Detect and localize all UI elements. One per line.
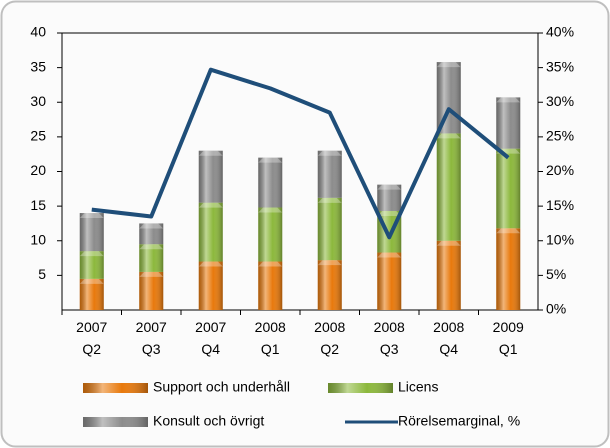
x-tick-label: 2007 Q2 <box>76 319 108 357</box>
bar-bevel <box>377 184 402 190</box>
y-tick-label: 40 <box>30 24 46 40</box>
bar-bevel <box>377 252 402 258</box>
y2-tick-label: 5% <box>546 266 566 282</box>
y2-tick-label: 30% <box>546 93 574 109</box>
bar-bevel <box>317 260 342 266</box>
y-tick-label: 25 <box>30 128 46 144</box>
y-tick-label: 30 <box>30 93 46 109</box>
y2-tick-label: 35% <box>546 58 574 74</box>
bar-shade <box>436 133 461 241</box>
bar-shade <box>198 150 223 203</box>
x-tick-label: 2007 Q4 <box>195 319 227 357</box>
bar-bevel <box>496 228 521 234</box>
bar-bevel <box>198 261 223 267</box>
y2-tick-label: 0% <box>546 301 566 317</box>
y-tick-label: 10 <box>30 231 46 247</box>
y-tick-label: 5 <box>38 266 46 282</box>
bar-bevel <box>139 271 164 277</box>
bar-bevel <box>198 202 223 208</box>
bar-shade <box>377 184 402 211</box>
x-tick-label: 2008 Q1 <box>254 319 286 357</box>
bar-shade <box>317 260 342 310</box>
x-tick-label: 2008 Q2 <box>314 319 346 357</box>
bar-bevel <box>436 133 461 139</box>
bar-shade <box>258 207 283 262</box>
legend-swatch-shade <box>83 383 148 393</box>
bar-bevel <box>258 261 283 267</box>
x-tick-label: 2007 Q3 <box>135 319 167 357</box>
bar-bevel <box>436 240 461 246</box>
legend-label: Konsult och övrigt <box>153 413 264 429</box>
y-tick-label: 20 <box>30 162 46 178</box>
bar-bevel <box>436 62 461 68</box>
y2-tick-label: 40% <box>546 24 574 40</box>
bar-bevel <box>496 97 521 103</box>
bar-bevel <box>377 210 402 216</box>
bar-bevel <box>79 213 104 219</box>
bar-bevel <box>258 157 283 163</box>
bar-shade <box>496 97 521 149</box>
bar-shade <box>139 271 164 310</box>
y2-tick-label: 25% <box>546 128 574 144</box>
bar-bevel <box>139 244 164 250</box>
bar-shade <box>496 148 521 229</box>
bar-shade <box>377 252 402 310</box>
bar-shade <box>79 251 104 279</box>
bar-shade <box>317 197 342 261</box>
bar-bevel <box>258 207 283 213</box>
legend-label: Licens <box>398 379 438 395</box>
bar-bevel <box>317 197 342 203</box>
bar-shade <box>79 278 104 310</box>
bar-shade <box>436 240 461 310</box>
y-tick-label: 15 <box>30 197 46 213</box>
bar-bevel <box>79 278 104 284</box>
bar-shade <box>258 157 283 208</box>
y2-tick-label: 10% <box>546 231 574 247</box>
y2-tick-label: 20% <box>546 162 574 178</box>
line-series <box>91 67 510 240</box>
x-tick-label: 2008 Q3 <box>373 319 405 357</box>
legend-label: Rörelsemarginal, % <box>398 413 520 429</box>
bar-shade <box>258 261 283 310</box>
bar-bevel <box>79 251 104 257</box>
legend-swatch-shade <box>328 383 393 393</box>
x-tick-label: 2008 Q4 <box>433 319 465 357</box>
bar-bevel <box>139 223 164 229</box>
bar-shade <box>139 244 164 272</box>
x-tick-label: 2009 Q1 <box>492 319 524 357</box>
bar-shade <box>436 62 461 134</box>
legend-label: Support och underhåll <box>153 379 290 395</box>
bar-shade <box>317 150 342 198</box>
bar-shade <box>198 202 223 262</box>
y-tick-label: 35 <box>30 58 46 74</box>
bar-shade <box>496 228 521 310</box>
bar-shade <box>139 223 164 245</box>
bar-shade <box>198 261 223 310</box>
bar-bevel <box>317 150 342 156</box>
legend-swatch-shade <box>83 417 148 427</box>
y2-tick-label: 15% <box>546 197 574 213</box>
bar-shade <box>79 213 104 252</box>
bar-bevel <box>198 150 223 156</box>
